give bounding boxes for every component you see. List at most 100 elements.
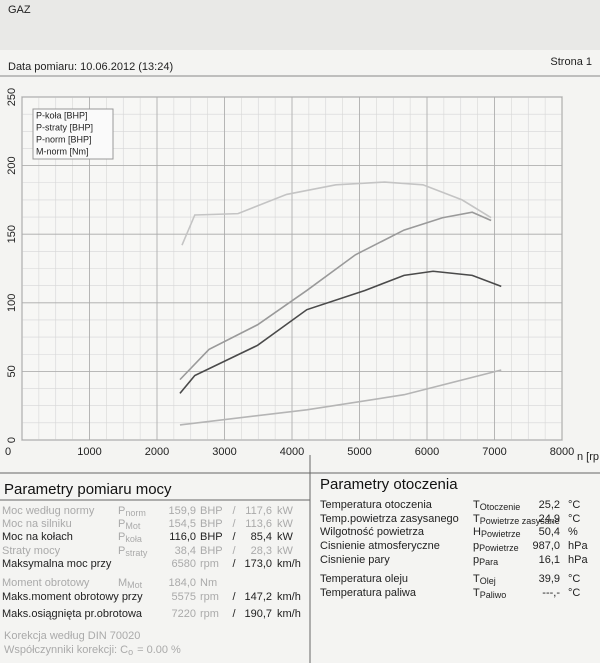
value-secondary: 113,6 <box>245 518 272 530</box>
row-unit: hPa <box>568 554 588 566</box>
row-label: Cisnienie atmosferyczne <box>320 540 440 552</box>
x-tick-label: 6000 <box>415 446 439 458</box>
symbol-subscript: Powietrze <box>479 543 519 553</box>
symbol: H <box>473 526 481 538</box>
symbol-subscript: Paliwo <box>480 590 507 600</box>
symbol: T <box>473 513 480 525</box>
header-title: GAZ <box>8 4 31 16</box>
value-primary: 6580 <box>172 558 196 570</box>
legend-entry: P-norm [BHP] <box>36 134 92 144</box>
symbol-subscript: Otoczenie <box>480 502 521 512</box>
row-label: Temperatura paliwa <box>320 587 417 599</box>
x-tick-label: 3000 <box>212 446 236 458</box>
value-secondary: 28,3 <box>251 545 272 557</box>
symbol: p <box>473 554 479 566</box>
symbol-subscript: Olej <box>480 576 496 586</box>
x-tick-label: 5000 <box>347 446 371 458</box>
unit-secondary: km/h <box>277 608 301 620</box>
row-symbol: pPara <box>473 554 498 567</box>
y-tick-label: 50 <box>6 365 18 377</box>
symbol: p <box>473 540 479 552</box>
symbol-subscript: Powietrze zasysane <box>480 516 560 526</box>
row-value: 50,4 <box>539 526 560 538</box>
separator: / <box>232 558 236 570</box>
unit-secondary: km/h <box>277 558 301 570</box>
separator: / <box>232 505 236 517</box>
row-symbol: TPowietrze zasysane <box>473 513 560 526</box>
unit-primary: Nm <box>200 577 217 589</box>
symbol: P <box>118 545 125 557</box>
legend-entry: P-koła [BHP] <box>36 110 88 120</box>
unit-secondary: km/h <box>277 591 301 603</box>
unit-primary: rpm <box>200 591 219 603</box>
value-primary: 154,5 <box>168 518 196 530</box>
unit-secondary: kW <box>277 518 294 530</box>
value-primary: 184,0 <box>168 577 196 589</box>
symbol-subscript: Mot <box>125 521 141 531</box>
correction-note: Korekcja według DIN 70020 <box>4 630 140 642</box>
symbol: T <box>473 587 480 599</box>
symbol: P <box>118 518 125 530</box>
row-label: Wilgotność powietrza <box>320 526 425 538</box>
unit-secondary: kW <box>277 505 294 517</box>
page-number: Strona 1 <box>550 56 592 68</box>
unit-primary: rpm <box>200 608 219 620</box>
value-secondary: 85,4 <box>251 531 272 543</box>
row-symbol: TPaliwo <box>473 587 506 600</box>
symbol: M <box>118 577 127 589</box>
coefficient-note: Współczynniki korekcji: Co = 0.00 % <box>4 644 181 657</box>
unit-primary: BHP <box>200 518 223 530</box>
value-primary: 5575 <box>172 591 196 603</box>
unit-secondary: kW <box>277 545 294 557</box>
unit-secondary: kW <box>277 531 294 543</box>
symbol-subscript: Para <box>479 557 498 567</box>
value-primary: 116,0 <box>169 531 196 543</box>
row-label: Maks.osiągnięta pr.obrotowa <box>2 608 143 620</box>
value-secondary: 117,6 <box>245 505 272 517</box>
symbol-subscript: koła <box>125 534 142 544</box>
power-table-title: Parametry pomiaru mocy <box>4 481 172 498</box>
row-symbol: TOtoczenie <box>473 499 520 512</box>
x-tick-label: 8000 <box>550 446 574 458</box>
row-symbol: Pkoła <box>118 531 142 544</box>
x-tick-label: 1000 <box>77 446 101 458</box>
unit-primary: BHP <box>200 505 223 517</box>
row-unit: °C <box>568 573 580 585</box>
x-axis-label: n [rp <box>577 451 599 463</box>
ambient-table-title: Parametry otoczenia <box>320 476 458 493</box>
row-label: Moment obrotowy <box>2 577 90 589</box>
measure-date: Data pomiaru: 10.06.2012 (13:24) <box>8 61 173 73</box>
row-symbol: PMot <box>118 518 141 531</box>
row-label: Temperatura otoczenia <box>320 499 433 511</box>
separator: / <box>232 591 236 603</box>
row-label: Temperatura oleju <box>320 573 408 585</box>
row-value: ---,- <box>542 587 560 599</box>
separator: / <box>232 545 236 557</box>
row-value: 25,2 <box>539 499 560 511</box>
unit-primary: rpm <box>200 558 219 570</box>
symbol-subscript: straty <box>125 548 148 558</box>
x-tick-label: 2000 <box>145 446 169 458</box>
x-tick-label: 4000 <box>280 446 304 458</box>
separator: / <box>232 518 236 530</box>
row-symbol: HPowietrze <box>473 526 520 539</box>
separator: / <box>232 531 236 543</box>
row-symbol: Pnorm <box>118 505 146 518</box>
unit-primary: BHP <box>200 531 223 543</box>
x-tick-label: 7000 <box>482 446 506 458</box>
row-label: Straty mocy <box>2 545 61 557</box>
row-symbol: MMot <box>118 577 143 590</box>
row-symbol: TOlej <box>473 573 496 586</box>
y-tick-label: 250 <box>6 88 18 106</box>
value-primary: 7220 <box>172 608 196 620</box>
legend-entry: P-straty [BHP] <box>36 122 93 132</box>
header-band <box>0 0 600 50</box>
row-label: Cisnienie pary <box>320 554 390 566</box>
series-line <box>179 211 492 381</box>
series-line <box>179 270 502 394</box>
value-secondary: 173,0 <box>244 558 272 570</box>
legend-box <box>32 108 114 160</box>
row-unit: °C <box>568 587 580 599</box>
row-value: 987,0 <box>532 540 560 552</box>
